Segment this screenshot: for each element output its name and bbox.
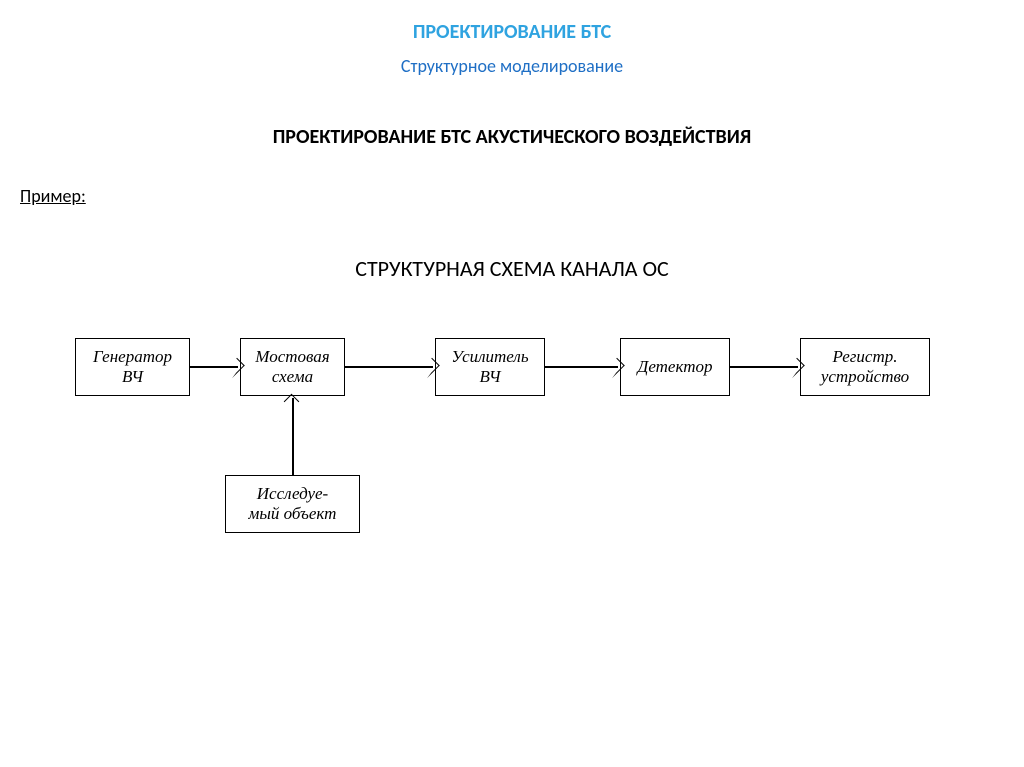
page-title-sub: Структурное моделирование: [0, 55, 1024, 77]
node-n1: ГенераторВЧ: [75, 338, 190, 396]
node-label: Мостоваясхема: [255, 347, 329, 388]
node-n4: Детектор: [620, 338, 730, 396]
arrow-n3-n4: [545, 366, 618, 368]
diagram-title: СТРУКТУРНАЯ СХЕМА КАНАЛА ОС: [0, 255, 1024, 282]
node-label: Исследуе-мый объект: [249, 484, 337, 525]
node-label: УсилительВЧ: [451, 347, 528, 388]
node-n3: УсилительВЧ: [435, 338, 545, 396]
node-n2: Мостоваясхема: [240, 338, 345, 396]
arrow-n2-n3: [345, 366, 433, 368]
example-label: Пример:: [20, 185, 86, 207]
node-label: Детектор: [638, 357, 713, 377]
node-label: Регистр.устройство: [821, 347, 909, 388]
section-title: ПРОЕКТИРОВАНИЕ БТС АКУСТИЧЕСКОГО ВОЗДЕЙС…: [0, 125, 1024, 149]
block-diagram: ГенераторВЧ Мостоваясхема УсилительВЧ Детек…: [0, 310, 1024, 610]
page: ПРОЕКТИРОВАНИЕ БТС Структурное моделиров…: [0, 0, 1024, 767]
page-title-main: ПРОЕКТИРОВАНИЕ БТС: [0, 20, 1024, 44]
arrow-n6-n2: [292, 398, 294, 475]
node-n5: Регистр.устройство: [800, 338, 930, 396]
arrow-n4-n5: [730, 366, 798, 368]
node-n6: Исследуе-мый объект: [225, 475, 360, 533]
arrow-n1-n2: [190, 366, 238, 368]
node-label: ГенераторВЧ: [93, 347, 172, 388]
